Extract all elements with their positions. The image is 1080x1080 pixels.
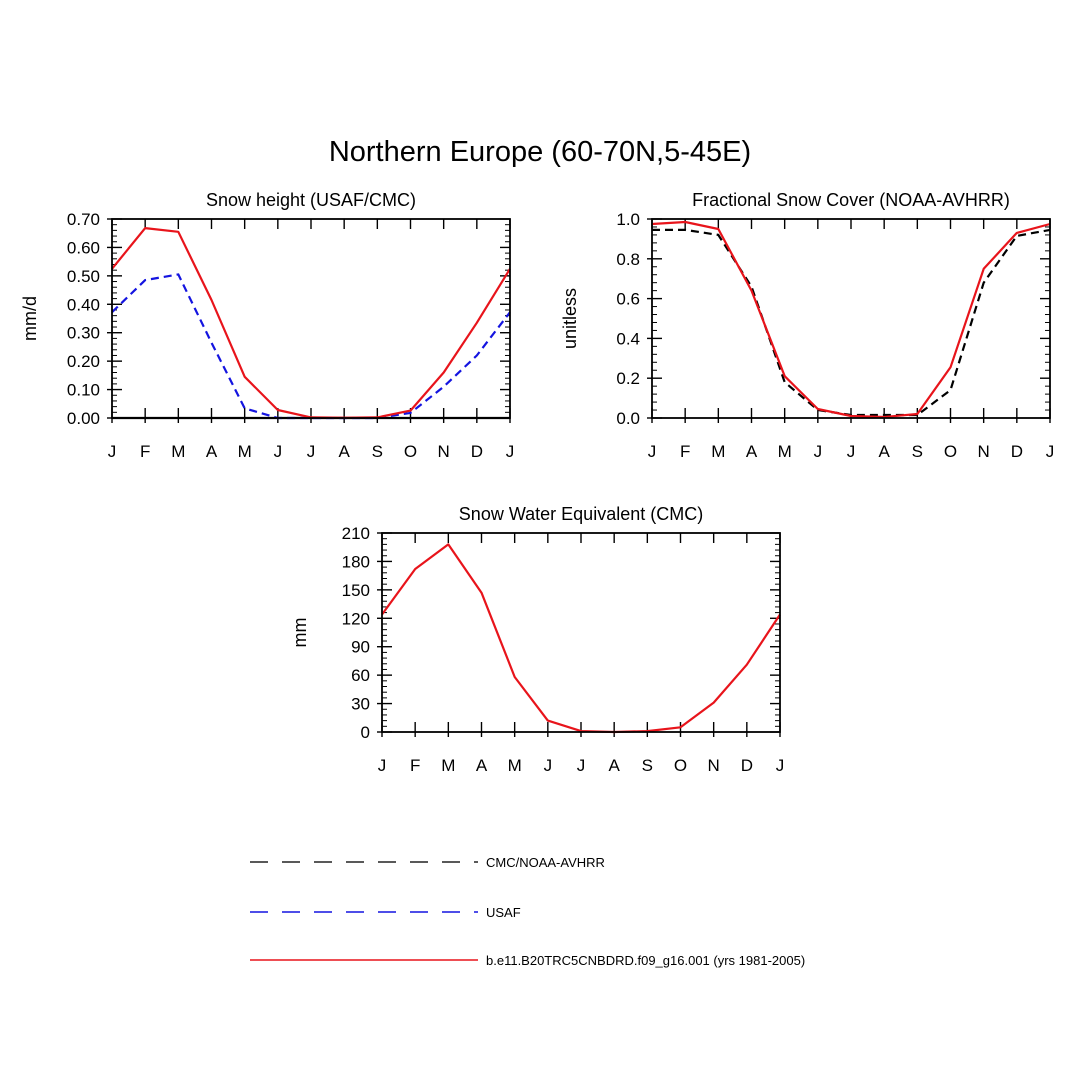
swe-xtick-label: J [577,756,586,775]
snow-height-xtick-label: O [404,442,417,461]
snow-cover-title: Fractional Snow Cover (NOAA-AVHRR) [692,190,1010,210]
snow-height-panel: Snow height (USAF/CMC) mm/d 0.00 0.10 0.20 0.… [20,190,514,461]
swe-plot-frame [381,532,781,733]
snow-cover-xtick-label: M [711,442,725,461]
snow-cover-xtick-label: F [680,442,690,461]
swe-xtick-label: M [441,756,455,775]
figure-title: Northern Europe (60-70N,5-45E) [328,136,752,168]
snow-height-ytick-label: 0.70 [67,210,100,229]
swe-xtick-label: J [378,756,387,775]
swe-xtick-label: J [776,756,785,775]
legend: CMC/NOAA-AVHRR USAF b.e11.B20TRC5CNBDRD.f0… [250,855,805,968]
swe-ylabel: mm [290,618,310,648]
swe-ytick-label: 150 [342,581,370,600]
swe-ytick-label: 210 [342,524,370,543]
swe-series-model-line [381,543,781,734]
snow-cover-xtick-label: O [944,442,957,461]
snow-height-ylabel: mm/d [20,296,40,341]
snow-cover-xtick-label: M [778,442,792,461]
snow-height-xtick-label: M [238,442,252,461]
swe-xtick-label: N [708,756,720,775]
swe-xtick-label: M [508,756,522,775]
swe-xtick-label: A [608,756,620,775]
snow-height-xtick-label: J [274,442,283,461]
snow-height-xtick-label: J [108,442,117,461]
snow-cover-ytick-label: 0.8 [616,250,640,269]
snow-cover-ytick-label: 0.6 [616,290,640,309]
snow-cover-xtick-label: J [648,442,657,461]
snow-cover-xtick-label: J [1046,442,1055,461]
snow-cover-plot-frame [651,218,1051,419]
swe-xtick-label: J [544,756,553,775]
legend-label-1: USAF [486,905,521,920]
swe-ytick-label: 0 [361,723,370,742]
snow-height-xtick-label: J [506,442,515,461]
snow-height-series-usaf-line [111,273,511,420]
snow-cover-series-model-line [651,220,1051,419]
snow-height-ytick-label: 0.00 [67,409,100,428]
snow-height-xtick-label: A [338,442,350,461]
swe-ytick-label: 180 [342,552,370,571]
snow-height-xtick-label: M [171,442,185,461]
snow-cover-xtick-label: D [1011,442,1023,461]
snow-height-series-model-line [111,227,511,419]
snow-cover-xtick-label: N [978,442,990,461]
snow-cover-ylabel: unitless [560,288,580,349]
snow-cover-ytick-label: 0.4 [616,329,640,348]
snow-height-xtick-label: S [372,442,383,461]
swe-xtick-label: O [674,756,687,775]
swe-xtick-label: A [476,756,488,775]
snow-cover-xtick-label: A [878,442,890,461]
snow-cover-xtick-label: J [847,442,856,461]
swe-panel: Snow Water Equivalent (CMC) mm 0 30 60 90 120 1… [290,504,784,775]
snow-cover-xtick-label: J [814,442,823,461]
snow-height-xtick-label: A [206,442,218,461]
snow-height-plot-frame [111,218,511,419]
snow-cover-series-obs-line [652,228,1051,417]
snow-cover-ytick-label: 1.0 [616,210,640,229]
swe-xtick-label: D [741,756,753,775]
swe-xtick-label: S [642,756,653,775]
legend-label-0: CMC/NOAA-AVHRR [486,855,605,870]
swe-ytick-label: 30 [351,695,370,714]
snow-height-xtick-label: F [140,442,150,461]
snow-height-xtick-label: D [471,442,483,461]
swe-title: Snow Water Equivalent (CMC) [459,504,703,524]
snow-height-ytick-label: 0.40 [67,295,100,314]
snow-cover-xtick-label: A [746,442,758,461]
snow-height-ytick-label: 0.20 [67,352,100,371]
swe-ytick-label: 120 [342,609,370,628]
snow-height-ytick-label: 0.60 [67,238,100,257]
snow-cover-panel: Fractional Snow Cover (NOAA-AVHRR) unitle… [560,190,1054,461]
legend-label-2: b.e11.B20TRC5CNBDRD.f09_g16.001 (yrs 198… [486,953,805,968]
snow-height-xtick-label: N [438,442,450,461]
snow-cover-xtick-label: S [912,442,923,461]
swe-xtick-label: F [410,756,420,775]
snow-height-ytick-label: 0.10 [67,381,100,400]
snow-cover-ytick-label: 0.0 [616,409,640,428]
snow-cover-ytick-label: 0.2 [616,369,640,388]
snow-height-title: Snow height (USAF/CMC) [206,190,416,210]
snow-height-xtick-label: J [307,442,316,461]
snow-height-ytick-label: 0.50 [67,267,100,286]
swe-ytick-label: 60 [351,666,370,685]
snow-height-ytick-label: 0.30 [67,324,100,343]
swe-ytick-label: 90 [351,638,370,657]
